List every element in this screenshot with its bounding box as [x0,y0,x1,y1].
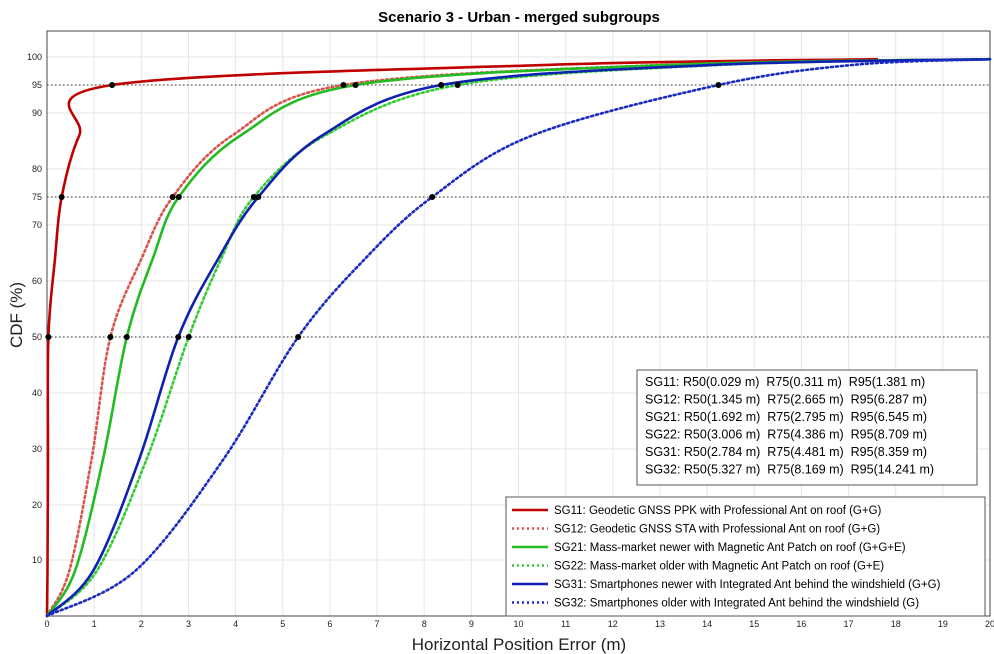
percentile-marker-1 [58,194,65,200]
percentile-marker-2 [169,194,176,200]
y-axis-label: CDF (%) [7,282,26,348]
y-tick-label: 95 [32,80,42,90]
x-tick-label: 5 [280,619,285,629]
y-tick-label: 100 [27,52,42,62]
series-line-5 [45,57,992,618]
percentile-marker-5 [175,334,182,340]
legend-entry: SG11: Geodetic GNSS PPK with Professiona… [554,505,882,517]
y-tick-label: 40 [32,388,42,398]
percentile-marker-3 [123,334,130,340]
y-tick-label: 75 [32,192,42,202]
x-tick-label: 15 [749,619,759,629]
x-tick-label: 16 [796,619,806,629]
stats-box [636,369,978,486]
legend-entry: SG31: Smartphones newer with Integrated … [554,579,941,591]
y-tick-label: 10 [32,555,42,565]
x-tick-label: 6 [327,619,332,629]
percentile-marker-6 [295,334,302,340]
series-line-6 [45,57,992,618]
x-tick-label: 14 [702,619,712,629]
y-tick-label: 50 [32,332,42,342]
x-tick-label: 7 [375,619,380,629]
percentile-marker-6 [715,82,722,88]
x-tick-label: 20 [985,619,994,629]
legend-entry: SG22: Mass-market older with Magnetic An… [554,561,884,573]
x-tick-label: 3 [186,619,191,629]
x-tick-label: 17 [844,619,854,629]
percentile-marker-5 [255,194,262,200]
stats-line: SG11: R50(0.029 m) R75(0.311 m) R95(1.38… [645,375,925,389]
x-tick-label: 10 [513,619,523,629]
x-tick-label: 18 [891,619,901,629]
series-line-1 [45,57,879,618]
legend-entry: SG32: Smartphones older with Integrated … [554,598,919,610]
y-tick-label: 60 [32,276,42,286]
y-tick-label: 90 [32,108,42,118]
x-tick-label: 8 [422,619,427,629]
percentile-marker-1 [45,334,52,340]
percentile-marker-4 [454,82,461,88]
x-tick-label: 0 [44,619,49,629]
x-tick-label: 19 [938,619,948,629]
stats-line: SG32: R50(5.327 m) R75(8.169 m) R95(14.2… [645,463,934,477]
percentile-marker-5 [438,82,445,88]
percentile-marker-2 [107,334,114,340]
x-tick-label: 12 [608,619,618,629]
x-tick-label: 2 [139,619,144,629]
stats-line: SG21: R50(1.692 m) R75(2.795 m) R95(6.54… [645,410,927,424]
percentile-marker-4 [250,194,257,200]
x-axis-label: Horizontal Position Error (m) [412,635,626,654]
x-tick-label: 1 [92,619,97,629]
x-tick-label: 11 [561,619,570,629]
stats-line: SG31: R50(2.784 m) R75(4.481 m) R95(8.35… [645,445,927,459]
legend-box [505,496,986,617]
stats-line: SG22: R50(3.006 m) R75(4.386 m) R95(8.70… [645,428,927,442]
percentile-marker-6 [429,194,436,200]
percentile-marker-1 [109,82,116,88]
y-tick-label: 80 [32,164,42,174]
stats-line: SG12: R50(1.345 m) R75(2.665 m) R95(6.28… [645,393,927,407]
y-tick-label: 30 [32,444,42,454]
legend-entry: SG12: Geodetic GNSS STA with Professiona… [554,524,880,536]
percentile-marker-3 [175,194,182,200]
percentile-marker-2 [340,82,347,88]
series-line-3 [45,57,992,618]
plot-area: 0 1 2 3 4 5 6 7 8 9 10 11 12 13 14 15 16 17 18 19 2010203040… [27,30,994,629]
x-tick-label: 9 [469,619,474,629]
x-tick-label: 4 [233,619,238,629]
legend-entry: SG21: Mass-market newer with Magnetic An… [554,542,906,554]
percentile-marker-3 [352,82,359,88]
percentile-marker-4 [185,334,192,340]
chart-title: Scenario 3 - Urban - merged subgroups [378,9,660,26]
y-tick-label: 70 [32,220,42,230]
x-tick-label: 13 [655,619,665,629]
y-tick-label: 20 [32,500,42,510]
